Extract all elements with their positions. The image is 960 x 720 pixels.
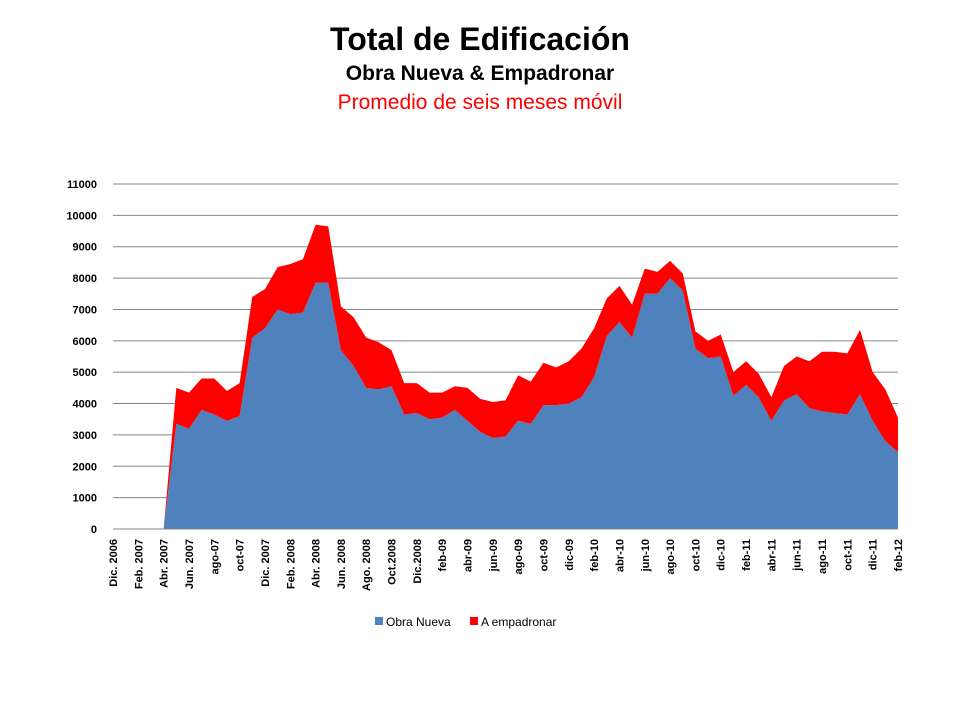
legend-swatch <box>375 617 383 625</box>
x-tick-label: feb-10 <box>589 539 601 571</box>
x-tick-label: ago-09 <box>513 539 525 574</box>
x-tick-label: abr-11 <box>766 539 778 571</box>
legend: Obra Nueva A empadronar <box>375 615 556 629</box>
y-tick-label: 2000 <box>73 461 97 473</box>
y-tick-label: 4000 <box>73 399 97 411</box>
x-tick-label: ago-11 <box>817 539 829 574</box>
x-tick-label: Feb. 2007 <box>133 539 145 589</box>
legend-swatch <box>470 617 478 625</box>
x-tick-label: dic-09 <box>564 539 576 571</box>
y-tick-label: 6000 <box>73 336 97 348</box>
x-tick-label: dic-10 <box>716 539 728 571</box>
x-tick-label: oct-07 <box>235 539 247 571</box>
x-tick-label: Abr. 2008 <box>311 539 323 588</box>
series-area-a-empadronar <box>113 224 898 529</box>
x-tick-label: ago-07 <box>209 539 221 574</box>
stacked-areas <box>113 224 898 529</box>
x-tick-label: jun-10 <box>640 539 652 572</box>
x-tick-label: oct-11 <box>842 539 854 571</box>
x-tick-label: feb-12 <box>893 539 905 571</box>
x-tick-label: Dic.2008 <box>412 539 424 584</box>
y-tick-label: 5000 <box>73 367 97 379</box>
series-area-obra-nueva <box>113 278 898 529</box>
x-tick-label: feb-09 <box>437 539 449 571</box>
x-tick-label: Jun. 2008 <box>336 539 348 589</box>
x-tick-label: oct-09 <box>538 539 550 571</box>
y-tick-label: 9000 <box>73 242 97 254</box>
chart-subtitle: Obra Nueva & Empadronar <box>345 62 615 85</box>
chart-titles: Total de Edificación Obra Nueva & Empadr… <box>0 18 960 118</box>
x-tick-label: jun-09 <box>488 539 500 572</box>
legend-label: Obra Nueva <box>386 615 451 629</box>
x-tick-label: jun-11 <box>792 539 804 572</box>
x-tick-label: abr-09 <box>463 539 475 572</box>
x-tick-label: feb-11 <box>741 539 753 571</box>
x-tick-label: Jun. 2007 <box>184 539 196 589</box>
y-tick-label: 10000 <box>66 210 97 222</box>
x-tick-label: ago-10 <box>665 539 677 574</box>
x-tick-label: Abr. 2007 <box>159 539 171 588</box>
x-tick-label: abr-10 <box>614 539 626 572</box>
chart-subtitle-moving-average: Promedio de seis meses móvil <box>337 91 623 114</box>
x-tick-label: Dic. 2007 <box>260 539 272 587</box>
x-tick-label: Dic. 2006 <box>108 539 120 587</box>
y-tick-label: 3000 <box>73 430 97 442</box>
chart-title: Total de Edificación <box>330 21 630 57</box>
y-tick-label: 8000 <box>73 273 97 285</box>
x-tick-label: Oct.2008 <box>387 539 399 585</box>
x-tick-label: oct-10 <box>690 539 702 571</box>
y-tick-label: 7000 <box>73 304 97 316</box>
legend-label: A empadronar <box>481 615 556 629</box>
x-tick-label: dic-11 <box>868 539 880 570</box>
x-tick-label: Ago. 2008 <box>361 539 373 591</box>
y-tick-label: 11000 <box>67 179 97 191</box>
x-tick-label: Feb. 2008 <box>285 539 297 589</box>
axes: 0 1000 2000 3000 4000 5000 6000 7000 8000 9000 100… <box>66 179 905 591</box>
y-tick-label: 1000 <box>73 493 97 505</box>
y-tick-label: 0 <box>91 524 97 536</box>
